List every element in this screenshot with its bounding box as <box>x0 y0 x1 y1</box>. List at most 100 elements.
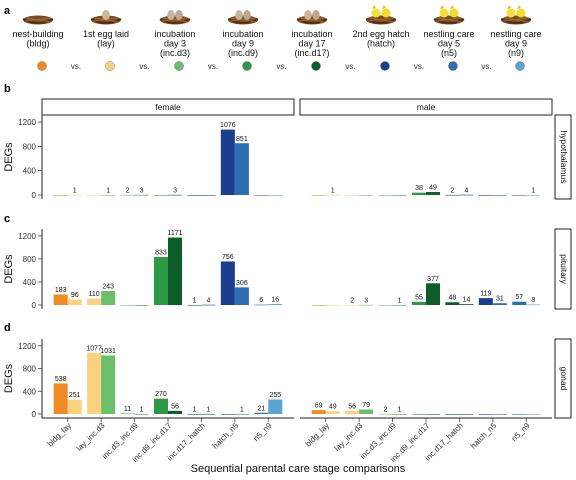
panel-letter-d: d <box>4 322 11 334</box>
bar <box>87 195 102 196</box>
stage-color-dot <box>311 61 321 71</box>
bar <box>492 303 507 305</box>
egg-shape <box>243 10 251 20</box>
nest-twigs-light <box>24 17 52 23</box>
bar-value-label: 57 <box>515 294 523 301</box>
stage-label: 2nd egg hatch (hatch) <box>352 29 409 49</box>
bar <box>234 287 249 305</box>
bar <box>134 413 149 415</box>
bar <box>392 304 407 306</box>
y-tick-label: 0 <box>32 301 37 310</box>
bar <box>67 299 82 305</box>
bar <box>168 194 183 196</box>
bar-value-label: 16 <box>271 297 279 304</box>
bar <box>153 195 168 196</box>
bar-value-label: 251 <box>69 392 81 399</box>
bar <box>378 195 393 196</box>
bar-value-label: 1 <box>140 406 144 413</box>
bar <box>325 411 340 414</box>
bar-value-label: 1 <box>206 406 210 413</box>
y-tick-label: 800 <box>23 142 37 151</box>
bar <box>345 304 360 306</box>
bar-value-label: 38 <box>415 185 423 192</box>
bar <box>526 414 541 415</box>
bar <box>153 398 168 414</box>
stage-label: nest-building (bldg) <box>12 29 63 49</box>
bar-value-label: 119 <box>480 291 491 298</box>
bar <box>220 261 235 305</box>
bar-value-label: 1 <box>73 187 77 194</box>
bar-value-label: 110 <box>89 291 100 298</box>
bar-value-label: 8 <box>531 297 535 304</box>
facet-strip-hypothalamus <box>554 114 572 200</box>
bar-value-label: 1 <box>398 297 402 304</box>
nest-twigs-light <box>435 17 463 23</box>
facet-strip-male <box>299 98 553 116</box>
bar-value-label: 14 <box>463 297 471 304</box>
bar <box>134 305 149 306</box>
egg-shape <box>102 10 110 20</box>
nest-twigs <box>159 18 191 24</box>
y-axis-title: DEGs <box>3 363 15 393</box>
y-tick-label: 400 <box>23 387 37 396</box>
nest-twigs <box>90 18 122 24</box>
bar-value-label: 1 <box>331 187 335 194</box>
stage-color-dot <box>37 61 47 71</box>
egg-shape <box>167 10 175 20</box>
nest-eggs-icon <box>159 10 191 25</box>
chick-beak <box>507 5 521 9</box>
panel-hypothalamus-male: 1 38 49 2 4 1 <box>311 185 541 196</box>
bar <box>187 195 202 196</box>
y-tick-label: 1200 <box>18 342 36 351</box>
chick-shape <box>449 8 459 18</box>
x-tick-label: n5_n9 <box>510 421 532 443</box>
bar-value-label: 377 <box>427 276 439 283</box>
y-axis-title: DEGs <box>3 254 15 284</box>
stage-color-dot <box>242 61 252 71</box>
stage-color-dot <box>515 61 525 71</box>
bar <box>492 195 507 196</box>
stage-color-dot <box>105 61 115 71</box>
vs-label: vs. <box>276 62 286 71</box>
bar-value-label: 69 <box>315 403 323 410</box>
bar <box>53 195 68 196</box>
bar <box>426 414 441 415</box>
bar-value-label: 1 <box>240 406 244 413</box>
bar <box>492 414 507 415</box>
bar <box>426 283 441 305</box>
bar <box>101 291 116 305</box>
bar-value-label: 270 <box>155 391 167 398</box>
egg-shape <box>175 10 183 20</box>
stage-label: 1st egg laid (lay) <box>83 29 129 49</box>
bar <box>153 257 168 305</box>
bar <box>187 304 202 306</box>
y-tick-label: 800 <box>23 255 37 264</box>
bar <box>53 294 68 305</box>
bar-value-label: 2 <box>384 406 388 413</box>
bar-value-label: 1 <box>398 406 402 413</box>
bar <box>311 195 326 196</box>
stage-color-dot <box>380 61 390 71</box>
bar-value-label: 2 <box>350 297 354 304</box>
bar-value-label: 56 <box>171 403 179 410</box>
x-tick-label: bldg_lay <box>46 421 73 448</box>
bar <box>187 413 202 415</box>
bar-value-label: 3 <box>364 297 368 304</box>
chick-shape <box>371 8 381 18</box>
bar-value-label: 833 <box>155 250 167 257</box>
bar <box>359 409 374 414</box>
bar <box>526 304 541 306</box>
bar-value-label: 1171 <box>167 230 182 237</box>
bar <box>120 194 135 196</box>
bar-value-label: 183 <box>55 287 67 294</box>
y-tick-label: 0 <box>32 410 37 419</box>
stage-label: incubation day 17 (inc.d17) <box>291 29 332 58</box>
bar <box>254 304 269 306</box>
bar-value-label: 1 <box>531 187 535 194</box>
bar <box>234 143 249 195</box>
bar-value-label: 538 <box>55 376 67 383</box>
bar <box>512 414 527 415</box>
